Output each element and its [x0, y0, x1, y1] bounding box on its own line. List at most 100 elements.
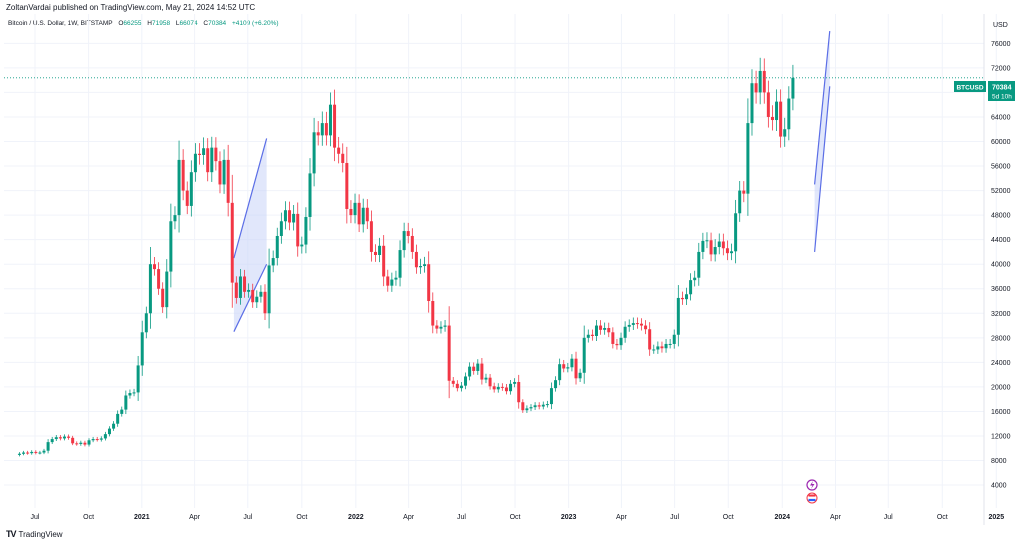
candle-down — [71, 437, 75, 444]
candle-up — [509, 383, 513, 392]
candle-up — [54, 437, 58, 440]
price-badge-text: 70384 — [992, 85, 1012, 92]
candle-up — [554, 380, 558, 389]
candle-up — [17, 453, 21, 455]
candle-down — [230, 202, 234, 283]
candle-down — [181, 159, 185, 191]
candle-down — [333, 104, 337, 148]
candle-down — [161, 288, 165, 308]
candle-up — [791, 77, 795, 99]
candle-up — [120, 409, 124, 414]
y-tick-label: 72000 — [991, 65, 1011, 72]
candle-up — [787, 98, 791, 130]
candle-up — [62, 436, 66, 439]
candle-up — [283, 210, 287, 222]
candle-up — [738, 190, 742, 214]
candle-down — [562, 364, 566, 369]
x-tick-label: 2024 — [774, 514, 790, 521]
x-tick-label: Oct — [296, 514, 307, 521]
candle-up — [148, 264, 152, 314]
candle-up — [87, 440, 91, 445]
candle-up — [603, 328, 607, 330]
candle-down — [644, 325, 648, 330]
candle-up — [656, 346, 660, 350]
candle-up — [693, 277, 697, 281]
y-tick-label: 8000 — [991, 458, 1007, 465]
candle-up — [746, 123, 750, 194]
channel-lower-line — [233, 263, 268, 332]
candle-up — [664, 343, 668, 349]
footer-brand[interactable]: TV TradingView — [6, 529, 63, 539]
candle-down — [369, 221, 373, 252]
candle-up — [549, 388, 553, 405]
trend-channels[interactable] — [233, 31, 831, 332]
y-tick-label: 28000 — [991, 335, 1011, 342]
last-price-badge[interactable]: BTCUSD 70384 5d 10h — [954, 81, 1015, 101]
candle-up — [566, 367, 570, 369]
candle-up — [361, 207, 365, 225]
candle-up — [390, 279, 394, 286]
symbol-name[interactable]: Bitcoin / U.S. Dollar, 1W, BITSTAMP — [8, 20, 113, 27]
candle-up — [525, 408, 529, 411]
y-tick-label: 32000 — [991, 311, 1011, 318]
flag-event-icon[interactable] — [806, 492, 818, 504]
candle-down — [766, 92, 770, 117]
lightning-event-icon[interactable] — [806, 479, 818, 491]
candle-up — [627, 324, 631, 327]
candle-up — [619, 337, 623, 346]
time-axis[interactable]: Jul Oct 2021 Apr Jul Oct 2022 Apr Jul Oct 2023 Apr J… — [31, 514, 1005, 521]
candle-down — [517, 381, 521, 403]
candle-down — [447, 325, 451, 381]
candle-down — [742, 190, 746, 194]
candle-up — [594, 325, 598, 336]
y-tick-label: 36000 — [991, 286, 1011, 293]
candle-up — [165, 271, 169, 308]
candle-down — [345, 162, 349, 209]
candle-up — [652, 349, 656, 351]
candle-up — [701, 240, 705, 252]
candle-down — [152, 264, 156, 270]
price-axis[interactable]: 4000 8000 12000 16000 20000 24000 28000 32000 36… — [991, 41, 1011, 490]
candle-up — [99, 438, 103, 440]
candle-up — [775, 101, 779, 121]
x-tick-label: Oct — [937, 514, 948, 521]
candle-down — [95, 439, 99, 441]
candle-down — [198, 153, 202, 155]
candle-down — [725, 248, 729, 254]
candle-up — [676, 297, 680, 335]
candle-down — [406, 231, 410, 236]
candle-down — [635, 323, 639, 325]
y-tick-label: 56000 — [991, 164, 1011, 171]
currency-label: USD — [993, 22, 1008, 29]
candle-down — [263, 291, 267, 314]
low-label: L — [175, 20, 180, 27]
candle-up — [423, 264, 427, 267]
candle-up — [672, 334, 676, 344]
low-value: 66074 — [179, 20, 198, 27]
candle-down — [34, 451, 38, 453]
candle-down — [590, 334, 594, 336]
open-label: O — [118, 20, 124, 27]
candle-down — [357, 202, 361, 225]
y-tick-label: 64000 — [991, 114, 1011, 121]
tradingview-brand-text: TradingView — [18, 529, 63, 539]
candle-up — [132, 392, 136, 394]
high-label: H — [147, 20, 152, 27]
candle-up — [259, 291, 263, 297]
candle-up — [103, 434, 107, 439]
candle-up — [128, 393, 132, 396]
candle-up — [468, 366, 472, 377]
candle-up — [312, 132, 316, 174]
change-value: +4109 (+6.20%) — [231, 20, 279, 27]
candle-up — [91, 439, 95, 441]
y-tick-label: 60000 — [991, 139, 1011, 146]
candle-down — [214, 147, 218, 162]
candle-up — [30, 451, 34, 454]
candle-up — [717, 241, 721, 248]
candle-up — [255, 296, 259, 303]
candle-up — [169, 221, 173, 272]
candle-up — [300, 244, 304, 247]
candle-up — [38, 452, 42, 454]
candle-down — [680, 297, 684, 300]
